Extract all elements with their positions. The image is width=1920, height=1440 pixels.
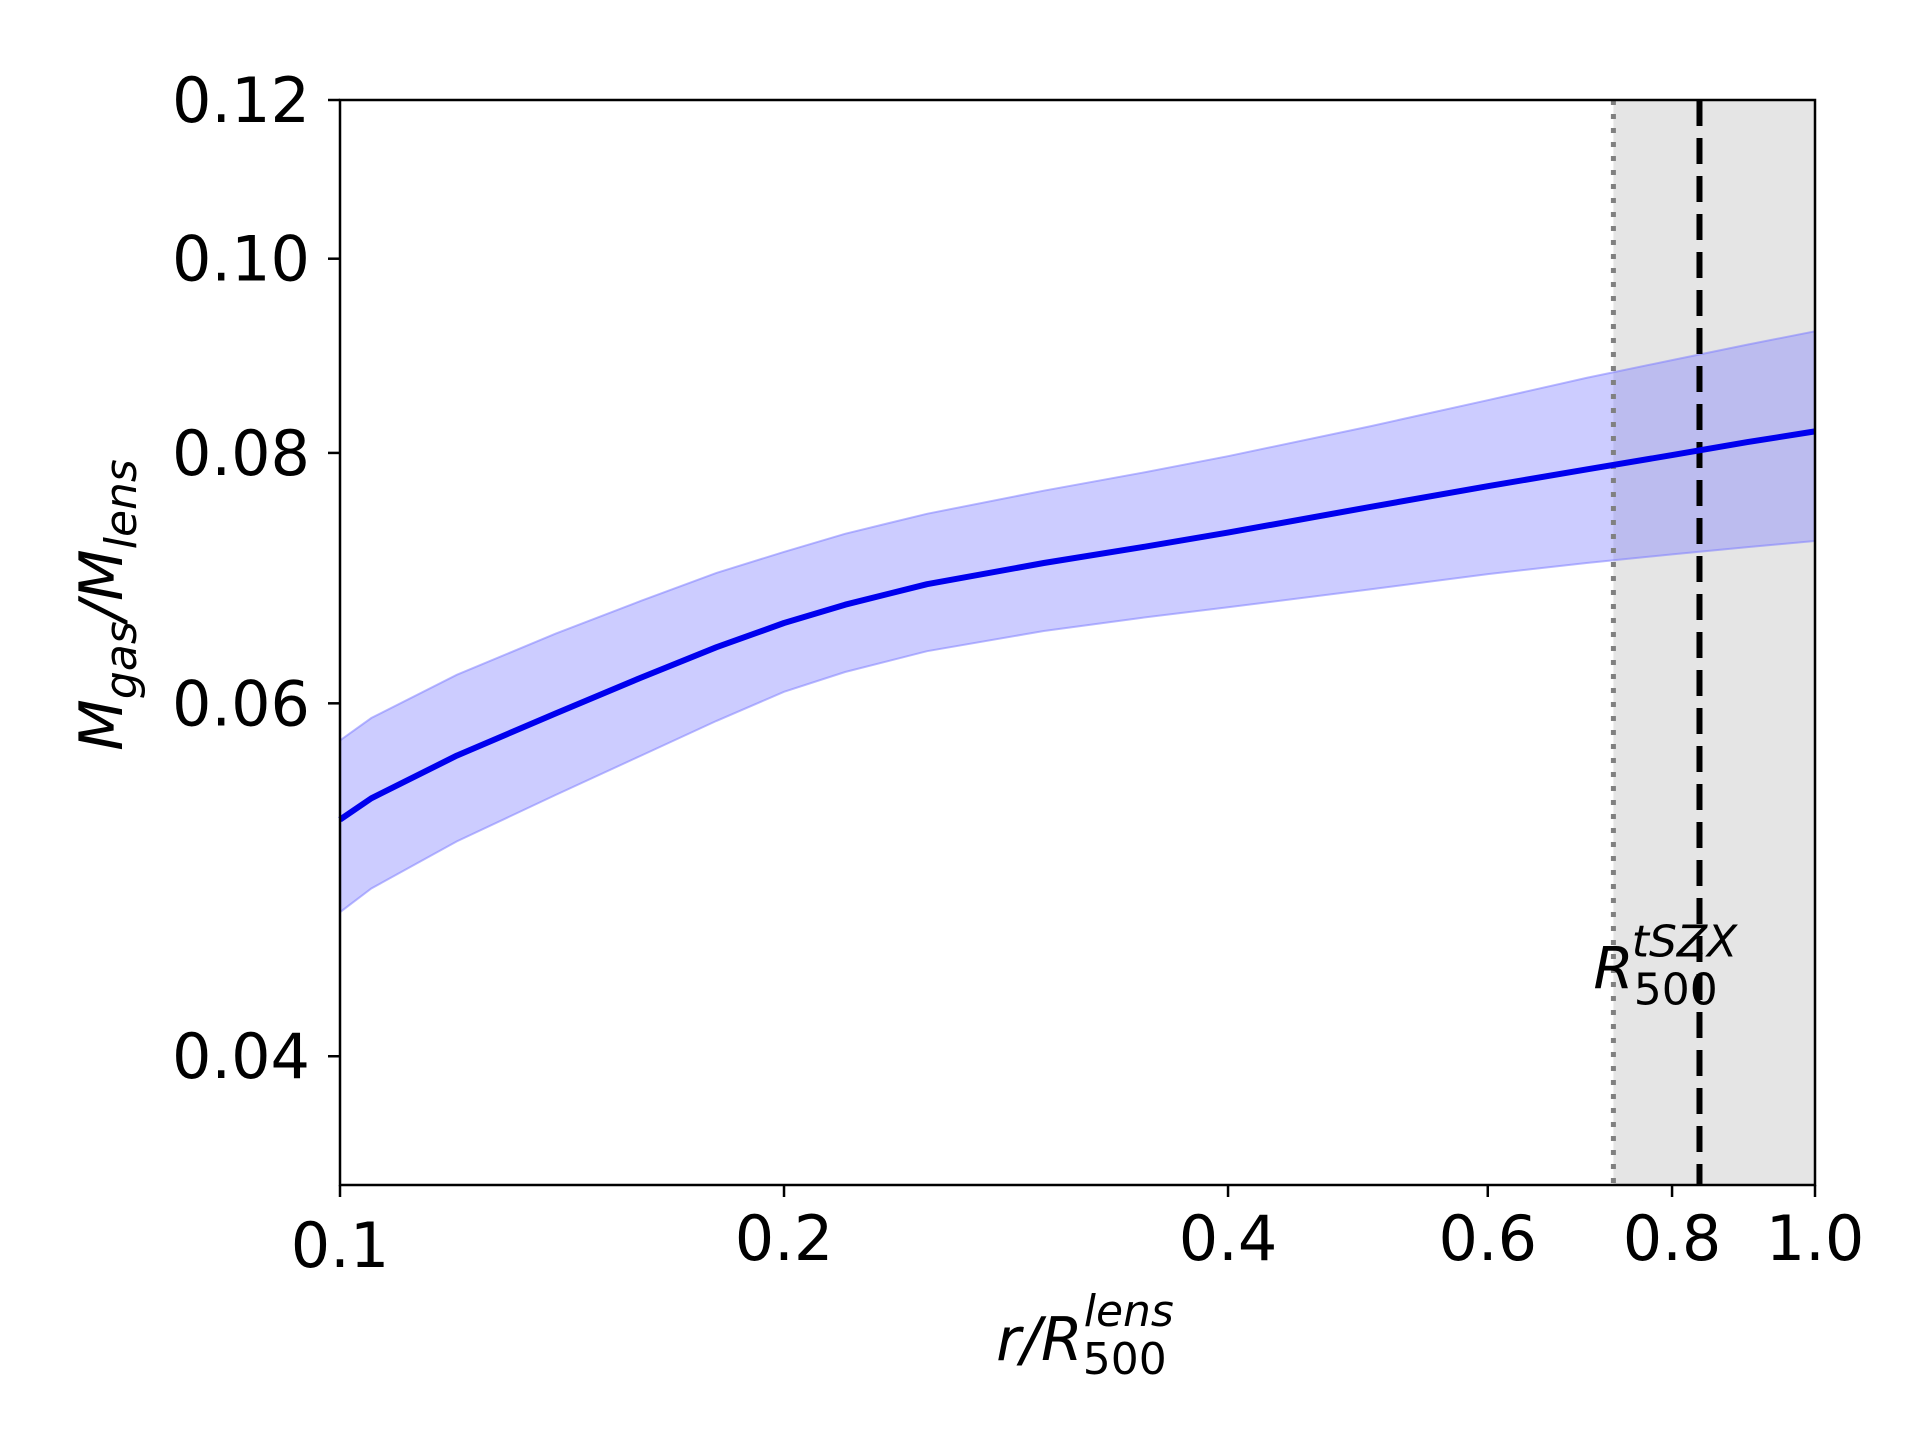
x-axis-label: r/R500lens (996, 1286, 1174, 1385)
x-tick-label: 1.0 (1766, 1202, 1865, 1275)
y-axis-label: Mgas/Mlens (67, 459, 147, 751)
y-tick-label: 0.04 (172, 1020, 310, 1093)
y-tick-label: 0.06 (172, 667, 310, 740)
annotation-r500-tszx: R500tSZX (1593, 917, 1738, 1016)
x-axis-label-sup: lens (1084, 1286, 1174, 1337)
y-tick-label: 0.08 (172, 417, 310, 490)
x-tick-label: 0.6 (1438, 1202, 1537, 1275)
y-tick-label: 0.12 (172, 64, 310, 137)
plot-frame (338, 98, 1817, 1187)
x-tick-label: 0.4 (1179, 1202, 1278, 1275)
confidence-band (339, 330, 1816, 915)
annotation-sup: tSZX (1632, 917, 1738, 968)
shaded-region (1613, 100, 1815, 1185)
y-ticks: 0.04 0.06 0.08 0.10 0.12 (172, 64, 340, 1093)
y-axis-label-sub1: gas (96, 621, 147, 699)
x-axis-label-main: r/R (996, 1305, 1083, 1375)
x-tick-label: 0.1 (291, 1209, 390, 1282)
y-axis-label-sub2: lens (96, 459, 147, 549)
y-axis-label-mid: /M (67, 549, 137, 626)
x-ticks: 0.1 0.2 0.4 0.6 0.8 1.0 (291, 1185, 1865, 1282)
annotation-sub: 500 (1634, 965, 1718, 1016)
x-tick-label: 0.2 (735, 1202, 834, 1275)
series-line (338, 428, 1816, 823)
y-axis-label-main: M (67, 699, 137, 751)
y-tick-label: 0.10 (172, 223, 310, 296)
x-tick-label: 0.8 (1623, 1202, 1722, 1275)
annotation-main: R (1593, 935, 1633, 1003)
x-axis-label-sub: 500 (1083, 1334, 1167, 1385)
